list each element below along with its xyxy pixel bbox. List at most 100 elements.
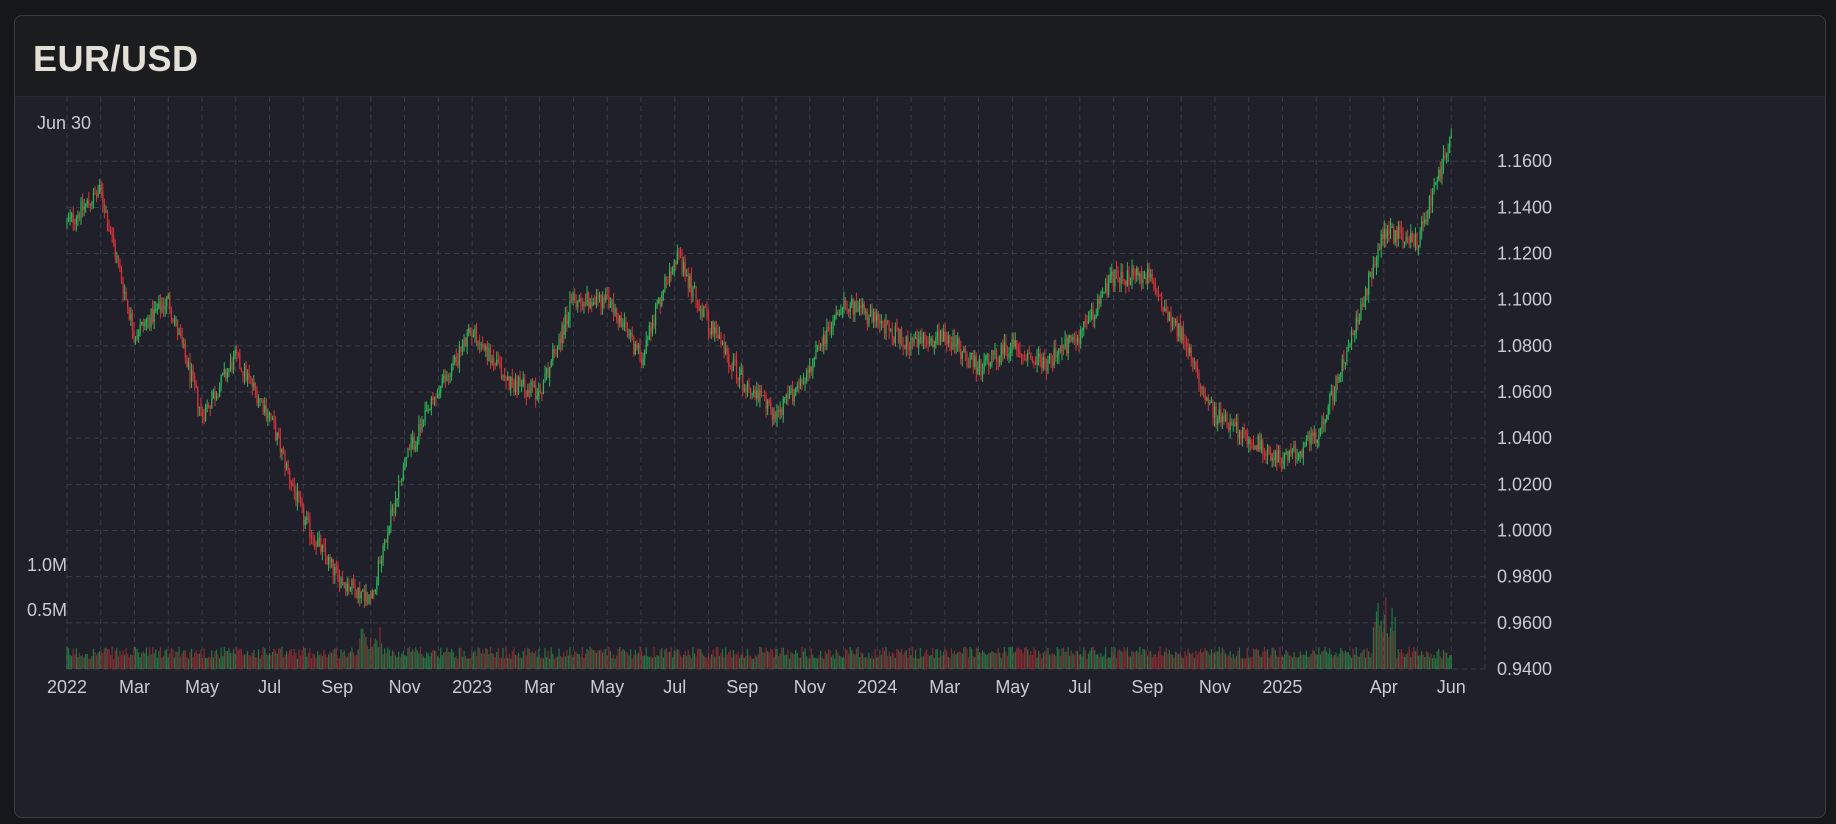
candle-body: [282, 448, 285, 453]
candle-body: [570, 300, 573, 302]
volume-bar: [1111, 647, 1113, 669]
candle-body: [1025, 359, 1027, 361]
volume-bar: [1350, 657, 1353, 669]
candle-body: [183, 343, 185, 345]
candle-body: [967, 366, 970, 368]
volume-bar: [413, 651, 415, 669]
candle-body: [200, 406, 202, 409]
volume-bar: [301, 650, 303, 669]
volume-bar: [211, 650, 213, 669]
volume-bar: [388, 649, 390, 669]
volume-bar: [304, 648, 306, 669]
candle-body: [1379, 249, 1381, 251]
volume-bar: [1101, 656, 1104, 669]
volume-bar: [1207, 652, 1209, 669]
candle-body: [988, 354, 990, 366]
volume-bar: [776, 648, 778, 669]
volume-bar: [567, 655, 569, 669]
candle-body: [633, 336, 635, 355]
candle-body: [494, 363, 496, 366]
candle-body: [695, 286, 697, 302]
candle-body: [886, 320, 889, 325]
volume-bar: [556, 656, 559, 669]
volume-bar: [410, 651, 412, 669]
volume-bar: [946, 650, 948, 669]
candle-body: [810, 366, 812, 372]
volume-bar: [228, 648, 230, 669]
candle-body: [642, 358, 644, 365]
candle-body: [293, 486, 295, 492]
candle-body: [134, 338, 137, 340]
candle-body: [929, 341, 931, 344]
volume-bar: [1422, 654, 1424, 669]
volume-bar: [894, 658, 896, 669]
candle-body: [949, 335, 951, 343]
candle-body: [700, 309, 702, 311]
volume-bar: [1031, 654, 1033, 669]
volume-bar: [320, 653, 322, 669]
candle-body: [108, 227, 110, 230]
candle-body: [1203, 387, 1205, 397]
volume-bar: [1290, 655, 1292, 669]
volume-bar: [1024, 647, 1026, 669]
candle-body: [561, 324, 563, 344]
volume-bar: [821, 657, 823, 669]
candle-body: [989, 362, 991, 366]
candle-body: [240, 368, 242, 372]
volume-bar: [303, 647, 305, 669]
volume-bar: [963, 647, 965, 669]
candle-body: [818, 346, 820, 348]
volume-bar: [597, 650, 599, 669]
volume-bar: [503, 658, 506, 669]
candle-body: [1061, 345, 1063, 352]
candle-body: [1346, 347, 1348, 363]
volume-bar: [999, 652, 1001, 669]
candle-body: [1114, 269, 1116, 287]
candle-body: [1321, 420, 1323, 429]
volume-bar: [1369, 657, 1371, 669]
candle-body: [1033, 361, 1035, 363]
volume-bar: [307, 652, 309, 669]
volume-bar: [1445, 652, 1448, 669]
candle-body: [253, 382, 255, 387]
candle-body: [1350, 332, 1353, 344]
candle-body: [186, 357, 188, 368]
volume-bar: [586, 648, 588, 669]
volume-bar: [1444, 652, 1446, 669]
volume-bar: [835, 649, 837, 669]
candle-body: [1439, 169, 1441, 179]
volume-bar: [337, 658, 339, 669]
candle-body: [1196, 366, 1199, 374]
volume-bar: [932, 647, 934, 669]
candle-body: [1090, 309, 1093, 318]
volume-bar: [218, 658, 221, 669]
volume-bar: [334, 648, 336, 669]
candle-body: [603, 297, 605, 301]
candle-body: [153, 310, 155, 322]
candlestick-chart[interactable]: 1.16001.14001.12001.10001.08001.06001.04…: [15, 97, 1825, 817]
candle-body: [1335, 376, 1337, 394]
candle-body: [538, 390, 540, 396]
candle-body: [544, 373, 546, 381]
volume-bar: [735, 654, 738, 669]
volume-bar: [405, 656, 408, 669]
volume-bar: [271, 651, 274, 669]
candle-body: [1073, 337, 1076, 339]
candle-body: [1041, 362, 1043, 369]
volume-bar: [359, 638, 361, 669]
candle-body: [71, 213, 73, 217]
candle-body: [1256, 445, 1258, 450]
candle-body: [1449, 138, 1451, 153]
candle-body: [1241, 427, 1244, 439]
volume-bar: [1402, 653, 1404, 669]
volume-bar: [1089, 650, 1091, 669]
candle-body: [1235, 422, 1237, 426]
price-tick-label: 1.1000: [1497, 290, 1552, 310]
volume-bar: [1310, 654, 1312, 669]
candle-body: [236, 349, 238, 353]
candle-body: [899, 329, 901, 344]
volume-bar: [1038, 651, 1040, 669]
candle-body: [267, 415, 269, 418]
volume-bar: [650, 656, 652, 669]
volume-bar: [1006, 655, 1009, 669]
